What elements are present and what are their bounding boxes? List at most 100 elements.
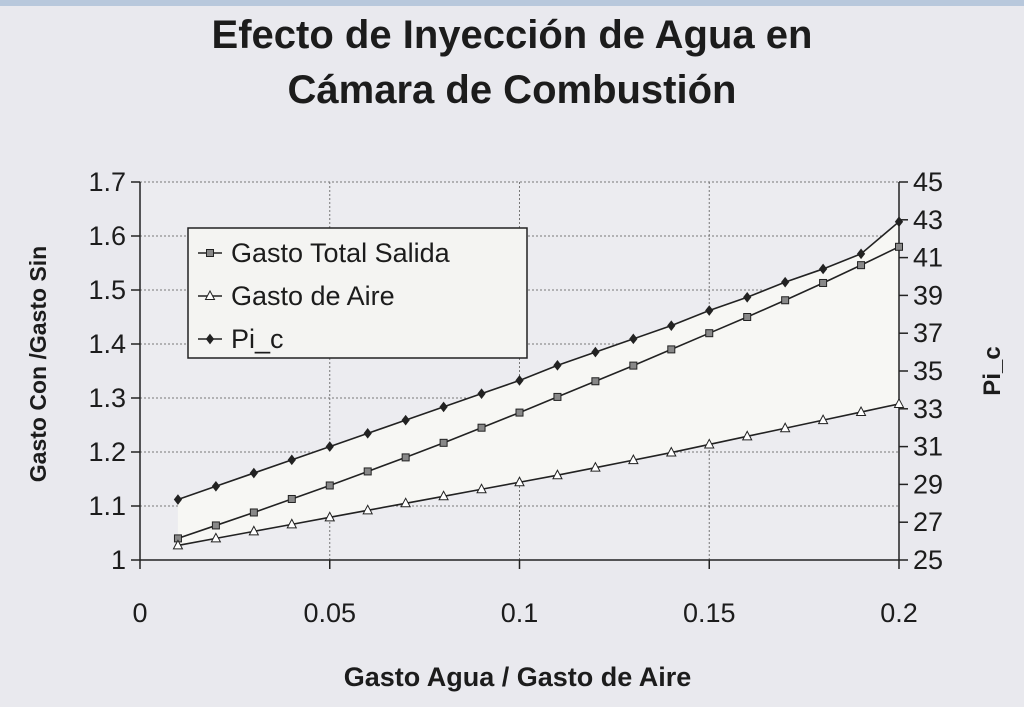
series-1-point [438,490,449,501]
y2-tick-label: 35 [913,356,943,386]
series-2-point [553,360,562,371]
series-2-point [401,414,410,426]
series-2-point [173,494,183,505]
series-1-point [324,511,336,522]
y-tick-label: 1.1 [88,491,126,521]
series-2-point [856,248,866,260]
legend-box [187,227,528,359]
series-0-point [211,521,220,530]
series-0-point [857,261,866,270]
x-tick-label: 0.05 [303,598,356,628]
series-0-point [439,438,448,447]
chart-title: Efecto de Inyección de Agua en Cámara de… [0,8,1024,118]
series-lines [172,216,905,550]
series-1-point [400,497,411,508]
legend-swatch-marker [205,333,215,345]
top-border [0,0,1024,6]
y-tick-label: 1.4 [88,329,126,359]
series-1-point [703,438,715,449]
series-2-point [629,333,638,345]
series-2-point [743,291,752,303]
shaded-band [177,221,899,546]
y2-tick-label: 37 [913,318,943,348]
legend-swatch-marker [206,249,214,257]
series-0-point [363,467,372,476]
y2-tick-label: 25 [913,545,943,575]
series-0-point [819,278,828,287]
legend-entry: Gasto de Aire [231,281,395,311]
series-2-point [211,480,221,492]
y-tick-label: 1.6 [88,221,126,251]
series-1-point [362,504,374,515]
y-tick-label: 1.5 [88,275,126,305]
y-axis-label: Gasto Con /Gasto Sin [25,246,51,482]
series-0-point [401,453,410,462]
series-1-point [665,446,677,457]
series-line-2 [177,221,900,501]
series-0-point [591,377,600,386]
series-1-point [628,454,639,465]
series-0-point [249,508,258,517]
series-2-point [287,454,296,466]
x-tick-label: 0.15 [683,598,736,628]
series-1-point [476,483,487,494]
tick-labels: 1 1.1 1.2 1.3 1.4 1.5 1.6 1.7 25 27 29 31 33 35 37 39 41… [88,167,943,628]
x-tick-label: 0.1 [501,598,539,628]
series-1-point [286,518,298,529]
y2-tick-label: 43 [913,205,943,235]
series-0-point [287,494,296,503]
series-2-point [894,216,904,228]
y-tick-label: 1.2 [88,437,126,467]
legend: Gasto Total Salida Gasto de Aire Pi_c [187,227,528,359]
series-0-point [325,481,334,490]
y2-tick-label: 45 [913,167,943,197]
y2-tick-label: 29 [913,469,943,499]
y2-tick-label: 27 [913,507,943,537]
series-1-point [552,469,563,480]
series-1-point [172,539,184,550]
series-2-point [477,388,486,399]
series-1-point [741,430,753,441]
y2-axis-label: Pi_c [979,346,1006,395]
series-line-1 [177,403,900,547]
y2-tick-label: 39 [913,280,943,310]
series-0-point [743,313,752,321]
series-0-point [515,408,524,417]
series-1-point [590,461,601,472]
legend-entry: Gasto Total Salida [231,238,451,268]
series-1-point [514,476,525,487]
series-2-point [363,428,372,439]
series-1-point [817,414,829,425]
series-0-point [553,392,562,401]
series-1-point [855,405,867,417]
series-2-point [667,320,676,331]
series-2-point [781,276,790,288]
legend-swatch-marker [204,289,216,300]
y-tick-label: 1.7 [88,167,126,197]
series-2-point [325,441,334,452]
series-0-point [781,296,790,305]
series-1-point [779,422,791,433]
series-2-point [249,467,258,479]
series-2-point [439,401,448,413]
series-1-point [210,532,222,543]
y2-tick-label: 31 [913,432,943,462]
chart-title-line-2: Cámara de Combustión [287,68,737,112]
series-line-0 [177,246,900,540]
y2-tick-label: 41 [913,243,943,273]
series-2-point [705,305,714,316]
chart-title-line-1: Efecto de Inyección de Agua en [211,13,813,57]
series-0-point [705,329,714,338]
x-tick-label: 0 [132,598,147,628]
series-2-point [515,375,524,386]
series-1-point [248,525,260,536]
series-0-point [895,242,903,251]
y-tick-label: 1.3 [88,383,126,413]
band-between-series [177,221,899,546]
series-0-point [477,423,486,432]
series-0-point [629,361,638,370]
series-2-point [818,263,828,275]
legend-entry: Pi_c [231,324,284,354]
x-tick-label: 0.2 [880,598,918,628]
